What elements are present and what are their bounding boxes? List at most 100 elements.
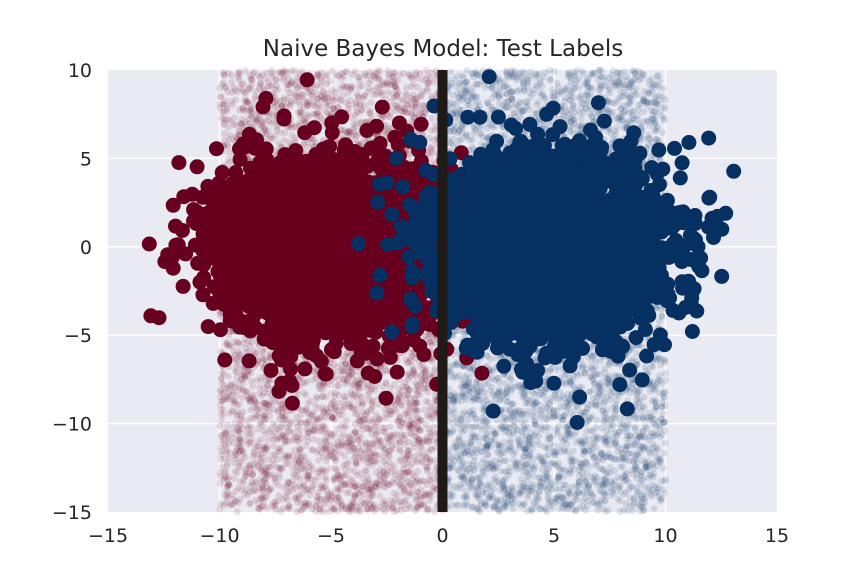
prediction-point (393, 91, 401, 98)
prediction-point (353, 118, 361, 126)
prediction-point (229, 439, 237, 446)
prediction-point (406, 491, 413, 499)
prediction-point (248, 478, 256, 486)
prediction-point (244, 367, 252, 375)
prediction-point (339, 505, 347, 513)
prediction-point (323, 80, 331, 88)
prediction-point (269, 451, 277, 458)
prediction-point (307, 91, 315, 99)
prediction-point (216, 505, 224, 513)
prediction-point (394, 491, 402, 499)
prediction-point (306, 87, 314, 95)
prediction-point (351, 468, 359, 475)
prediction-point (233, 508, 241, 516)
prediction-point (234, 408, 241, 415)
prediction-point (352, 483, 360, 490)
prediction-point (376, 67, 384, 75)
prediction-point (396, 391, 404, 399)
prediction-point (271, 104, 279, 111)
prediction-point (415, 500, 423, 508)
prediction-point (355, 384, 363, 392)
prediction-point (428, 446, 436, 453)
prediction-point (259, 347, 266, 355)
prediction-point (376, 492, 384, 500)
prediction-point (233, 368, 241, 376)
prediction-point (337, 503, 345, 510)
prediction-point (410, 80, 417, 88)
prediction-point (379, 424, 386, 431)
prediction-point (246, 499, 254, 507)
prediction-point (362, 479, 370, 486)
prediction-point (217, 375, 225, 383)
prediction-point (426, 339, 434, 347)
prediction-point (390, 70, 398, 77)
prediction-point (356, 448, 364, 455)
prediction-point (344, 447, 352, 454)
prediction-point (234, 88, 242, 95)
prediction-point (334, 485, 342, 492)
prediction-point (377, 437, 385, 445)
prediction-point (344, 89, 352, 97)
prediction-point (284, 93, 292, 101)
prediction-point (258, 468, 266, 476)
prediction-point (300, 389, 308, 397)
prediction-point (218, 108, 226, 115)
prediction-point (403, 396, 410, 403)
prediction-point (367, 486, 375, 494)
prediction-point (314, 417, 322, 425)
prediction-point (236, 351, 244, 359)
prediction-point (279, 412, 286, 419)
prediction-point (425, 411, 433, 419)
prediction-point (337, 478, 345, 486)
prediction-point (259, 502, 267, 510)
prediction-point (332, 454, 340, 462)
prediction-point (345, 508, 352, 515)
prediction-point (232, 380, 239, 388)
prediction-point (291, 90, 298, 98)
prediction-point (400, 489, 408, 497)
prediction-point (308, 487, 316, 494)
prediction-point (218, 81, 226, 88)
prediction-point (237, 495, 245, 503)
prediction-point (424, 465, 432, 473)
prediction-point (364, 485, 372, 493)
prediction-point (308, 505, 316, 512)
prediction-point (248, 81, 256, 88)
prediction-point (327, 429, 335, 437)
prediction-point (360, 92, 368, 100)
prediction-point (341, 353, 348, 360)
prediction-point (262, 449, 269, 456)
prediction-point (280, 455, 288, 462)
prediction-point (337, 498, 345, 505)
prediction-point (414, 467, 422, 475)
prediction-point (264, 436, 272, 444)
prediction-point (235, 426, 243, 434)
prediction-point (262, 75, 270, 83)
prediction-point (294, 460, 302, 468)
prediction-point (349, 71, 356, 78)
prediction-point (304, 101, 311, 109)
prediction-point (242, 436, 250, 444)
prediction-point (356, 415, 363, 423)
prediction-point (220, 430, 228, 438)
prediction-point (346, 475, 354, 483)
prediction-point (387, 410, 395, 418)
prediction-point (388, 97, 396, 105)
prediction-point (354, 432, 362, 440)
prediction-point (257, 418, 265, 426)
prediction-point (412, 497, 420, 504)
prediction-point (427, 471, 434, 479)
prediction-point (239, 451, 247, 459)
prediction-point (258, 123, 266, 131)
prediction-point (315, 437, 323, 445)
prediction-point (371, 457, 379, 465)
prediction-point (428, 114, 436, 122)
prediction-point (230, 338, 238, 346)
prediction-point (238, 122, 245, 130)
prediction-point (371, 507, 378, 515)
prediction-point (428, 144, 435, 152)
prediction-point (427, 477, 434, 485)
prediction-point (362, 498, 370, 506)
prediction-point (282, 432, 290, 440)
prediction-point (421, 406, 428, 414)
